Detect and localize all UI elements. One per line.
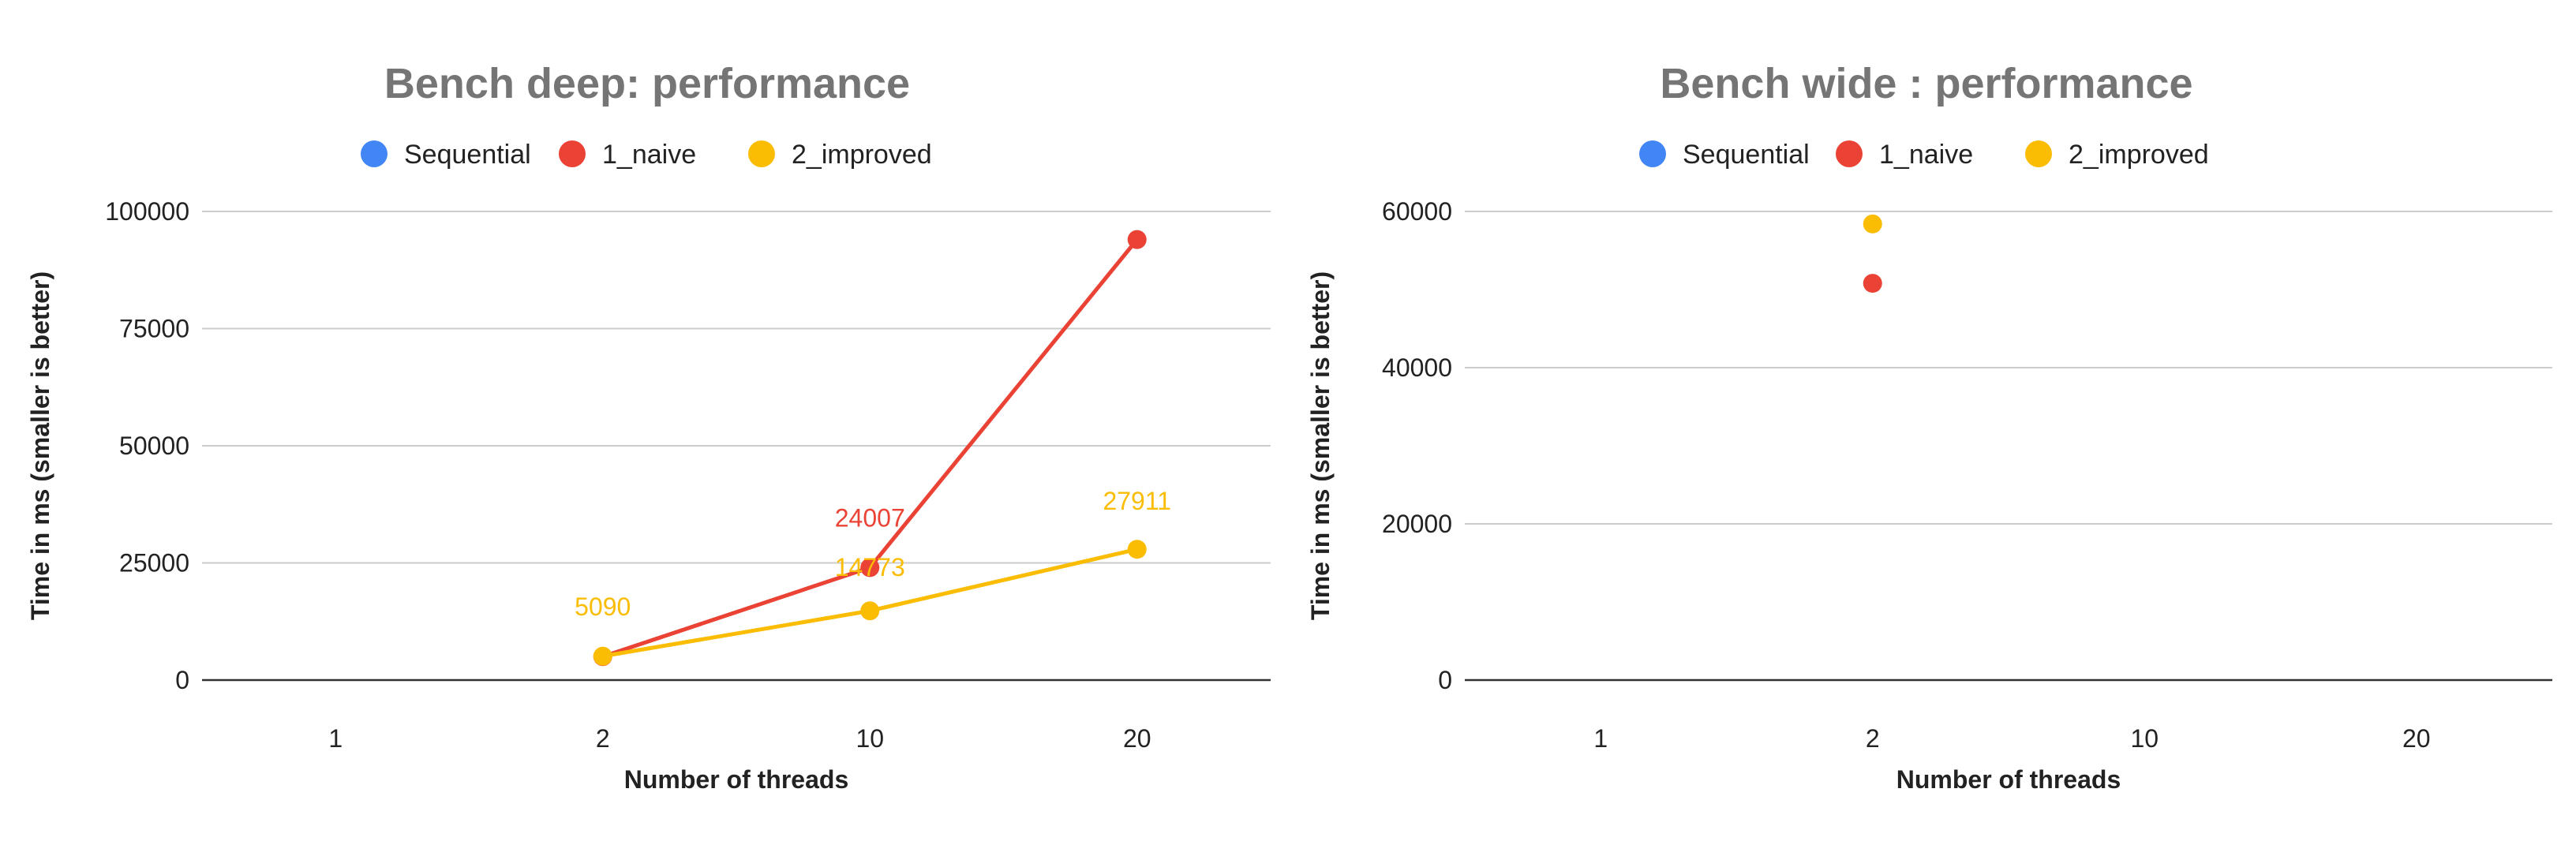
series-line-1_naive: [601, 238, 1139, 659]
data-point-2_improved: [1127, 540, 1147, 559]
data-label-2_improved: 14773: [835, 553, 905, 581]
legend-marker-1_naive: [559, 140, 586, 167]
legend-label-2_improved: 2_improved: [792, 140, 932, 170]
legend-label-sequential: Sequential: [1683, 140, 1810, 170]
chart-title: Bench wide : performance: [1660, 60, 2192, 107]
legend-label-1_naive: 1_naive: [1879, 140, 1973, 170]
x-tick-label: 10: [856, 724, 884, 753]
y-axis-title: Time in ms (smaller is better): [1306, 271, 1335, 620]
x-axis-title: Number of threads: [624, 765, 848, 794]
legend-label-sequential: Sequential: [404, 140, 531, 170]
data-label-2_improved: 27911: [1103, 487, 1171, 515]
y-axis-title: Time in ms (smaller is better): [26, 271, 54, 620]
y-tick-label: 40000: [1382, 353, 1452, 382]
x-tick-label: 1: [328, 724, 343, 753]
y-tick-label: 75000: [119, 315, 189, 343]
data-point-1_naive: [1863, 274, 1882, 293]
y-tick-label: 0: [175, 666, 189, 694]
x-axis-title: Number of threads: [1896, 765, 2121, 794]
data-point-1_naive: [1127, 230, 1147, 249]
y-tick-label: 25000: [119, 549, 189, 578]
chart-title: Bench deep: performance: [384, 60, 910, 107]
legend-marker-sequential: [1639, 140, 1666, 167]
x-tick-label: 20: [1123, 724, 1151, 753]
legend-marker-2_improved: [2025, 140, 2052, 167]
data-label-1_naive: 24007: [835, 503, 905, 532]
y-tick-label: 50000: [119, 432, 189, 460]
chart-2: Bench wide : performance Sequential 1_naiv…: [1306, 60, 2552, 794]
data-label-2_improved: 5090: [575, 592, 631, 621]
x-tick-label: 2: [596, 724, 610, 753]
legend-marker-1_naive: [1836, 140, 1863, 167]
y-tick-label: 60000: [1382, 197, 1452, 226]
y-tick-label: 0: [1438, 666, 1452, 694]
legend-label-2_improved: 2_improved: [2069, 140, 2209, 170]
x-tick-label: 10: [2130, 724, 2159, 753]
y-tick-label: 100000: [105, 197, 189, 226]
data-point-2_improved: [1863, 214, 1882, 234]
legend-marker-2_improved: [748, 140, 775, 167]
y-tick-label: 20000: [1382, 510, 1452, 538]
x-tick-label: 1: [1593, 724, 1608, 753]
data-point-2_improved: [860, 601, 880, 621]
data-point-1_naive: [860, 558, 880, 578]
chart-1: Bench deep: performance Sequential 1_naive…: [26, 60, 1271, 794]
data-point-2_improved: [593, 646, 612, 666]
legend-label-1_naive: 1_naive: [602, 140, 696, 170]
x-tick-label: 20: [2402, 724, 2431, 753]
legend-marker-sequential: [361, 140, 388, 167]
x-tick-label: 2: [1866, 724, 1880, 753]
